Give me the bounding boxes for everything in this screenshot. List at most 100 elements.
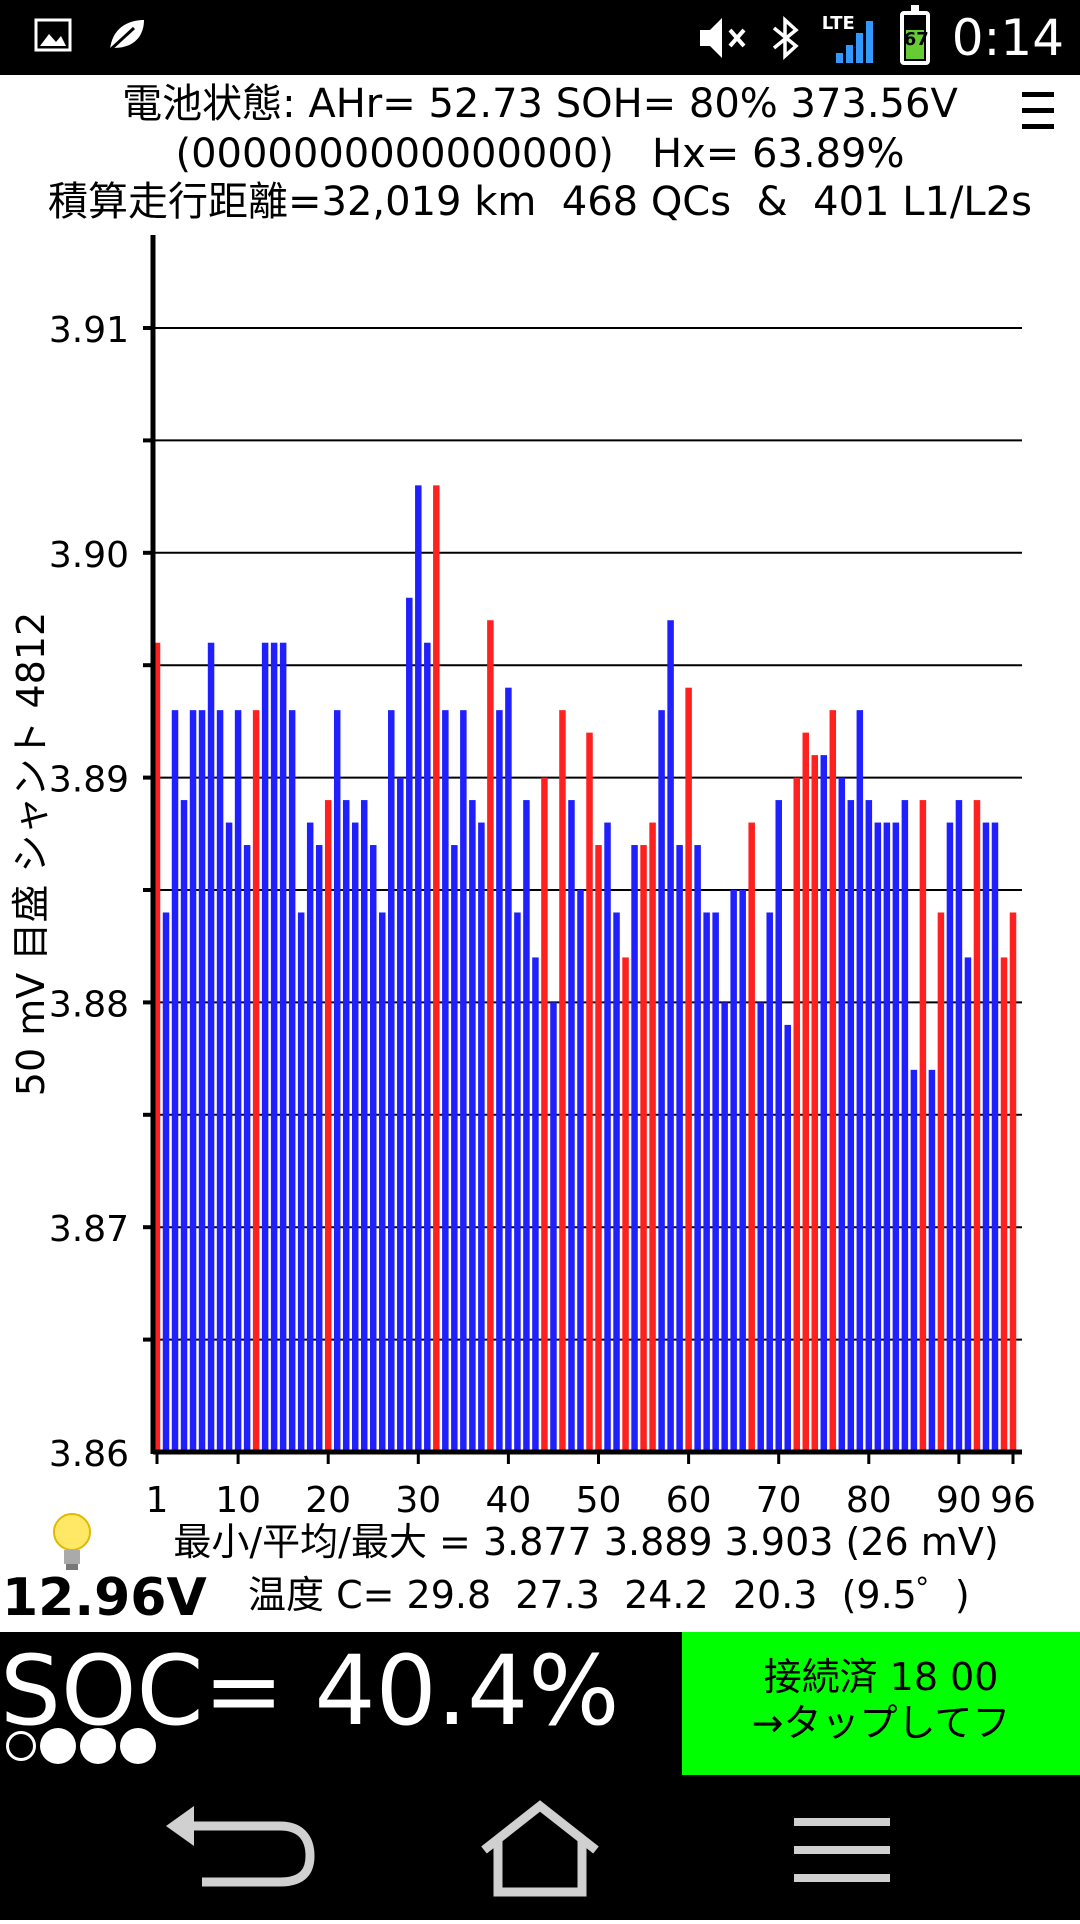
bar-cell-37 xyxy=(478,822,485,1452)
bar-cell-71 xyxy=(784,1024,791,1452)
odometer-line: 積算走行距離=32,019 km 468 QCs & 401 L1/L2s xyxy=(48,179,1032,225)
bar-cell-73 xyxy=(802,732,810,1452)
recent-apps-button[interactable] xyxy=(750,1770,950,1920)
bar-cell-24 xyxy=(360,800,368,1452)
bar-cell-27 xyxy=(388,710,395,1452)
bar-cell-19 xyxy=(315,845,323,1452)
bar-cell-75 xyxy=(820,755,828,1452)
bar-cell-81 xyxy=(874,822,882,1452)
bar-cell-11 xyxy=(243,845,251,1452)
bar-cell-65 xyxy=(730,890,737,1452)
bar-cell-84 xyxy=(901,800,909,1452)
bar-cell-26 xyxy=(379,912,386,1452)
connect-tap-hint: →タップしてフ xyxy=(751,1701,1011,1745)
bar-cell-86 xyxy=(919,800,927,1452)
bar-cell-6 xyxy=(198,710,206,1452)
bar-cell-52 xyxy=(613,912,620,1452)
bar-cell-35 xyxy=(460,710,467,1452)
bar-cell-20 xyxy=(324,800,332,1452)
stats-line: 最小/平均/最大 = 3.877 3.889 3.903 (26 mV) xyxy=(173,1520,998,1560)
bar-cell-63 xyxy=(712,912,719,1452)
y-tick-label: 3.89 xyxy=(49,760,129,801)
connect-button[interactable]: 接続済 18 00 →タップしてフ xyxy=(682,1632,1080,1775)
x-tick-label: 70 xyxy=(756,1480,802,1521)
home-icon xyxy=(481,1800,599,1897)
y-axis-label: 50 mV 目盛 シャント 4812 xyxy=(9,612,53,1096)
bar-cell-3 xyxy=(171,710,179,1452)
bar-cell-48 xyxy=(577,890,584,1452)
bar-cell-47 xyxy=(568,800,575,1452)
bar-cell-32 xyxy=(433,485,440,1452)
bar-cell-10 xyxy=(234,710,242,1452)
bar-cell-82 xyxy=(883,822,891,1452)
x-tick-label: 10 xyxy=(215,1480,261,1521)
x-tick-label: 60 xyxy=(666,1480,712,1521)
menu-icon[interactable] xyxy=(1022,90,1060,130)
y-tick-label: 3.91 xyxy=(49,310,129,351)
y-tick-label: 3.90 xyxy=(49,535,129,576)
bar-cell-88 xyxy=(937,912,945,1452)
bar-cell-66 xyxy=(739,890,746,1452)
cell-voltage-chart[interactable]: 3.86 3.87 3.88 3.89 3.90 3.91 1 10 20 30 40 50 60 70 8… xyxy=(0,230,1080,1560)
bar-cell-69 xyxy=(766,912,773,1452)
bar-cell-67 xyxy=(748,822,755,1452)
navigation-bar xyxy=(0,1770,1080,1920)
bar-cell-25 xyxy=(370,845,377,1452)
bar-cell-46 xyxy=(559,710,566,1452)
image-icon xyxy=(34,18,72,52)
bar-cell-76 xyxy=(829,710,837,1452)
battery-icon: 67 xyxy=(899,5,930,65)
bar-cell-77 xyxy=(838,777,846,1452)
lightbulb-icon xyxy=(53,1513,91,1570)
bar-cell-59 xyxy=(676,845,683,1452)
bar-cell-79 xyxy=(856,710,864,1452)
bar-cell-93 xyxy=(982,822,990,1452)
x-tick-label: 80 xyxy=(846,1480,892,1521)
bar-cell-8 xyxy=(216,710,224,1452)
bar-cell-15 xyxy=(279,642,287,1452)
lte-signal-icon: LTE xyxy=(822,11,878,65)
y-tick-label: 3.87 xyxy=(49,1209,129,1250)
bar-cell-78 xyxy=(847,800,855,1452)
bar-cell-43 xyxy=(532,957,539,1452)
bar-cell-57 xyxy=(658,710,665,1452)
bar-cell-68 xyxy=(757,1002,764,1452)
bar-cell-9 xyxy=(225,822,233,1452)
x-tick-label: 1 xyxy=(146,1480,169,1521)
bar-cell-31 xyxy=(424,642,431,1452)
x-tick-label: 96 xyxy=(990,1480,1036,1521)
bar-cell-95 xyxy=(1000,957,1008,1452)
bar-cell-49 xyxy=(586,732,593,1452)
battery-level: 67 xyxy=(903,29,929,50)
bar-cell-34 xyxy=(451,845,458,1452)
bar-cell-53 xyxy=(622,957,629,1452)
back-icon xyxy=(166,1806,315,1887)
bar-cell-90 xyxy=(955,800,963,1452)
bar-cell-42 xyxy=(523,800,530,1452)
bar-cell-7 xyxy=(207,642,215,1452)
bar-cell-72 xyxy=(793,777,800,1452)
bar-cell-28 xyxy=(397,777,404,1452)
status-bar: LTE 67 0:14 xyxy=(0,0,1080,75)
clock: 0:14 xyxy=(951,9,1064,67)
home-button[interactable] xyxy=(440,1770,640,1920)
bar-cell-61 xyxy=(694,845,701,1452)
x-tick-label: 40 xyxy=(485,1480,531,1521)
hx-line: (0000000000000000) Hx= 63.89% xyxy=(175,131,905,177)
bar-cell-56 xyxy=(649,822,656,1452)
charge-dots xyxy=(6,1728,156,1764)
bar-cell-40 xyxy=(505,687,512,1452)
bar-cell-21 xyxy=(333,710,341,1452)
bar-cell-41 xyxy=(514,912,521,1452)
bar-cell-1 xyxy=(153,642,161,1452)
bar-cell-70 xyxy=(775,800,782,1452)
bar-cell-16 xyxy=(288,710,296,1452)
bar-cell-85 xyxy=(910,1069,918,1452)
bar-cell-36 xyxy=(469,800,476,1452)
bar-cell-13 xyxy=(261,642,269,1452)
bluetooth-icon xyxy=(772,16,799,60)
back-button[interactable] xyxy=(132,1770,332,1920)
x-tick-label: 20 xyxy=(305,1480,351,1521)
bar-cell-51 xyxy=(604,822,611,1452)
bar-cell-64 xyxy=(721,1002,728,1452)
